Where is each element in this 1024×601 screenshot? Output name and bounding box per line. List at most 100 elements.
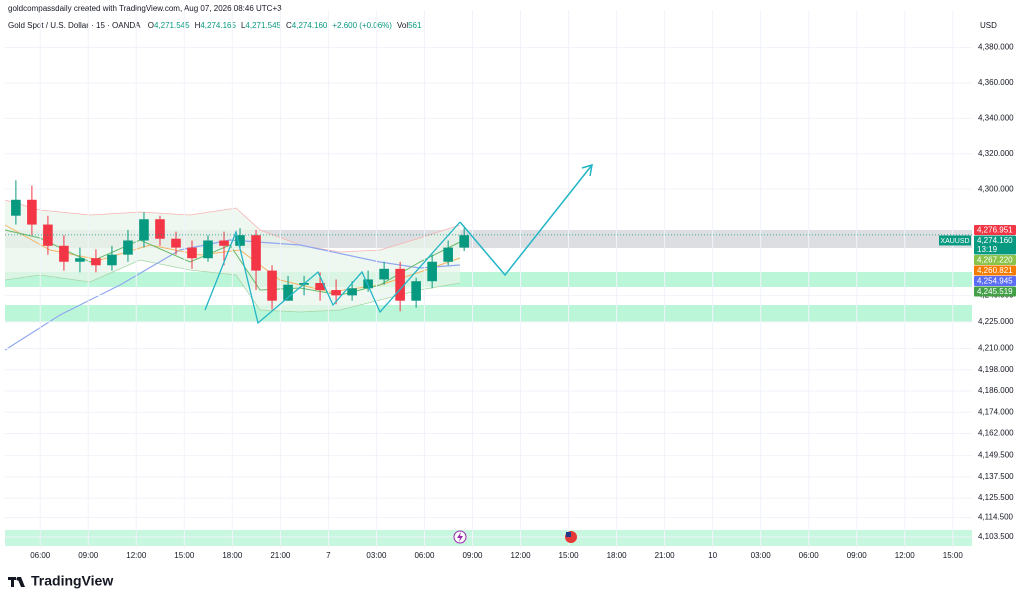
y-tick-label: 4,186.000 (978, 386, 1014, 395)
arrow-head (581, 163, 593, 177)
change: +2.600 (+0.06%) (332, 21, 392, 30)
candle-body (187, 247, 197, 259)
x-tick-label: 7 (326, 551, 331, 560)
price-tag (974, 224, 1016, 235)
candle-body (347, 288, 357, 296)
ohlc-value: 4,274.160 (291, 21, 328, 30)
grid (5, 10, 972, 548)
symbol-name: XAUUSD (940, 238, 969, 245)
zone (5, 272, 972, 287)
brand: TradingView (31, 573, 113, 589)
y-tick-label: 4,137.500 (978, 472, 1014, 481)
candle-body (363, 279, 373, 289)
x-tick-label: 06:00 (30, 551, 51, 560)
y-tick-label: 4,174.000 (978, 407, 1014, 416)
x-tick-label: 09:00 (847, 551, 868, 560)
ohlc-label: O (147, 21, 154, 30)
band-lower (4, 259, 461, 313)
candle-body (155, 219, 165, 239)
candle-body (219, 240, 229, 246)
candle-body (411, 281, 421, 301)
y-tick-label: 4,340.000 (978, 113, 1014, 122)
logo-mark (8, 577, 25, 587)
price-tag (974, 286, 1016, 297)
ohlc-label: C (285, 21, 292, 30)
x-tick-label: 15:00 (174, 551, 195, 560)
x-tick-label: 15:00 (559, 551, 580, 560)
y-tick-label: 4,380.000 (978, 43, 1014, 52)
price-tag (974, 265, 1016, 276)
symbol: Gold Spot / U.S. Dollar · 15 · OANDA (8, 21, 141, 30)
ohlc-label: L (240, 21, 246, 30)
lightning (457, 532, 463, 542)
x-tick-label: 15:00 (943, 551, 964, 560)
y-tick-label: 4,320.000 (978, 149, 1014, 158)
candle-body (123, 240, 133, 255)
y-tick-label: 4,103.500 (978, 532, 1014, 541)
price-tag-label: 4,254.945 (977, 277, 1013, 286)
candle-body (171, 238, 181, 248)
price-tag-label: 4,260.821 (977, 266, 1013, 275)
ma-slow (4, 239, 461, 351)
ohlc-value: 4,271.545 (153, 21, 190, 30)
candle-body (27, 199, 37, 225)
credit: goldcompassdaily created with TradingVie… (8, 4, 282, 13)
x-tick-label: 03:00 (751, 551, 772, 560)
x-tick-label: 12:00 (511, 551, 532, 560)
y-tick-label: 4,149.500 (978, 451, 1014, 460)
candle-body (443, 247, 453, 262)
volume-label: Vol (396, 21, 409, 30)
y-tick-label: 4,162.000 (978, 429, 1014, 438)
y-tick-label: 4,210.000 (978, 344, 1014, 353)
candle-body (75, 258, 85, 262)
candle-body (251, 235, 261, 271)
currency: USD (980, 21, 997, 30)
price-tag-label: 4,274.160 (977, 236, 1013, 245)
symbol-tag (939, 235, 971, 246)
zone (5, 530, 972, 546)
x-tick-label: 12:00 (126, 551, 147, 560)
x-tick-label: 09:00 (462, 551, 483, 560)
candle-body (427, 261, 437, 282)
price-tag (974, 275, 1016, 286)
price-tag-label: 4,245.519 (977, 287, 1013, 296)
projection (459, 164, 593, 277)
candle-body (331, 290, 341, 296)
x-tick-label: 09:00 (78, 551, 99, 560)
x-tick-label: 06:00 (799, 551, 820, 560)
price-tag (974, 254, 1016, 265)
y-tick-label: 4,125.500 (978, 493, 1014, 502)
candle-body (283, 284, 293, 301)
drawings (4, 199, 972, 546)
zone (5, 305, 972, 322)
candle-body (91, 258, 101, 266)
x-tick-label: 03:00 (366, 551, 387, 560)
y-tick-label: 4,198.000 (978, 365, 1014, 374)
x-tick-label: 21:00 (270, 551, 291, 560)
x-tick-label: 06:00 (414, 551, 435, 560)
logo-dot (16, 577, 20, 581)
countdown: 13:19 (977, 245, 998, 254)
y-tick-label: 4,300.000 (978, 184, 1014, 193)
axes: USD 4,380.000 4,360.000 4,340.000 4,320.000… (30, 21, 1016, 560)
ohlc-value: 4,271.545 (245, 21, 281, 30)
candle-body (315, 282, 325, 291)
x-tick-label: 18:00 (607, 551, 628, 560)
candle-body (235, 235, 245, 246)
x-tick-label: 21:00 (655, 551, 676, 560)
candle-body (459, 235, 469, 248)
price-tag (974, 235, 1016, 255)
price-tag-label: 4,267.220 (977, 256, 1013, 265)
flag-canton (566, 532, 571, 537)
candle-body (267, 270, 277, 301)
drawings-top (204, 163, 593, 544)
price-tag-label: 4,276.951 (977, 226, 1013, 235)
x-tick-label: 12:00 (895, 551, 916, 560)
volume: 561 (408, 21, 422, 30)
candle-body (379, 268, 389, 280)
logo: TradingView (8, 573, 113, 589)
candle-body (59, 245, 69, 262)
symbol-legend: Gold Spot / U.S. Dollar · 15 · OANDA O4,… (8, 21, 426, 30)
